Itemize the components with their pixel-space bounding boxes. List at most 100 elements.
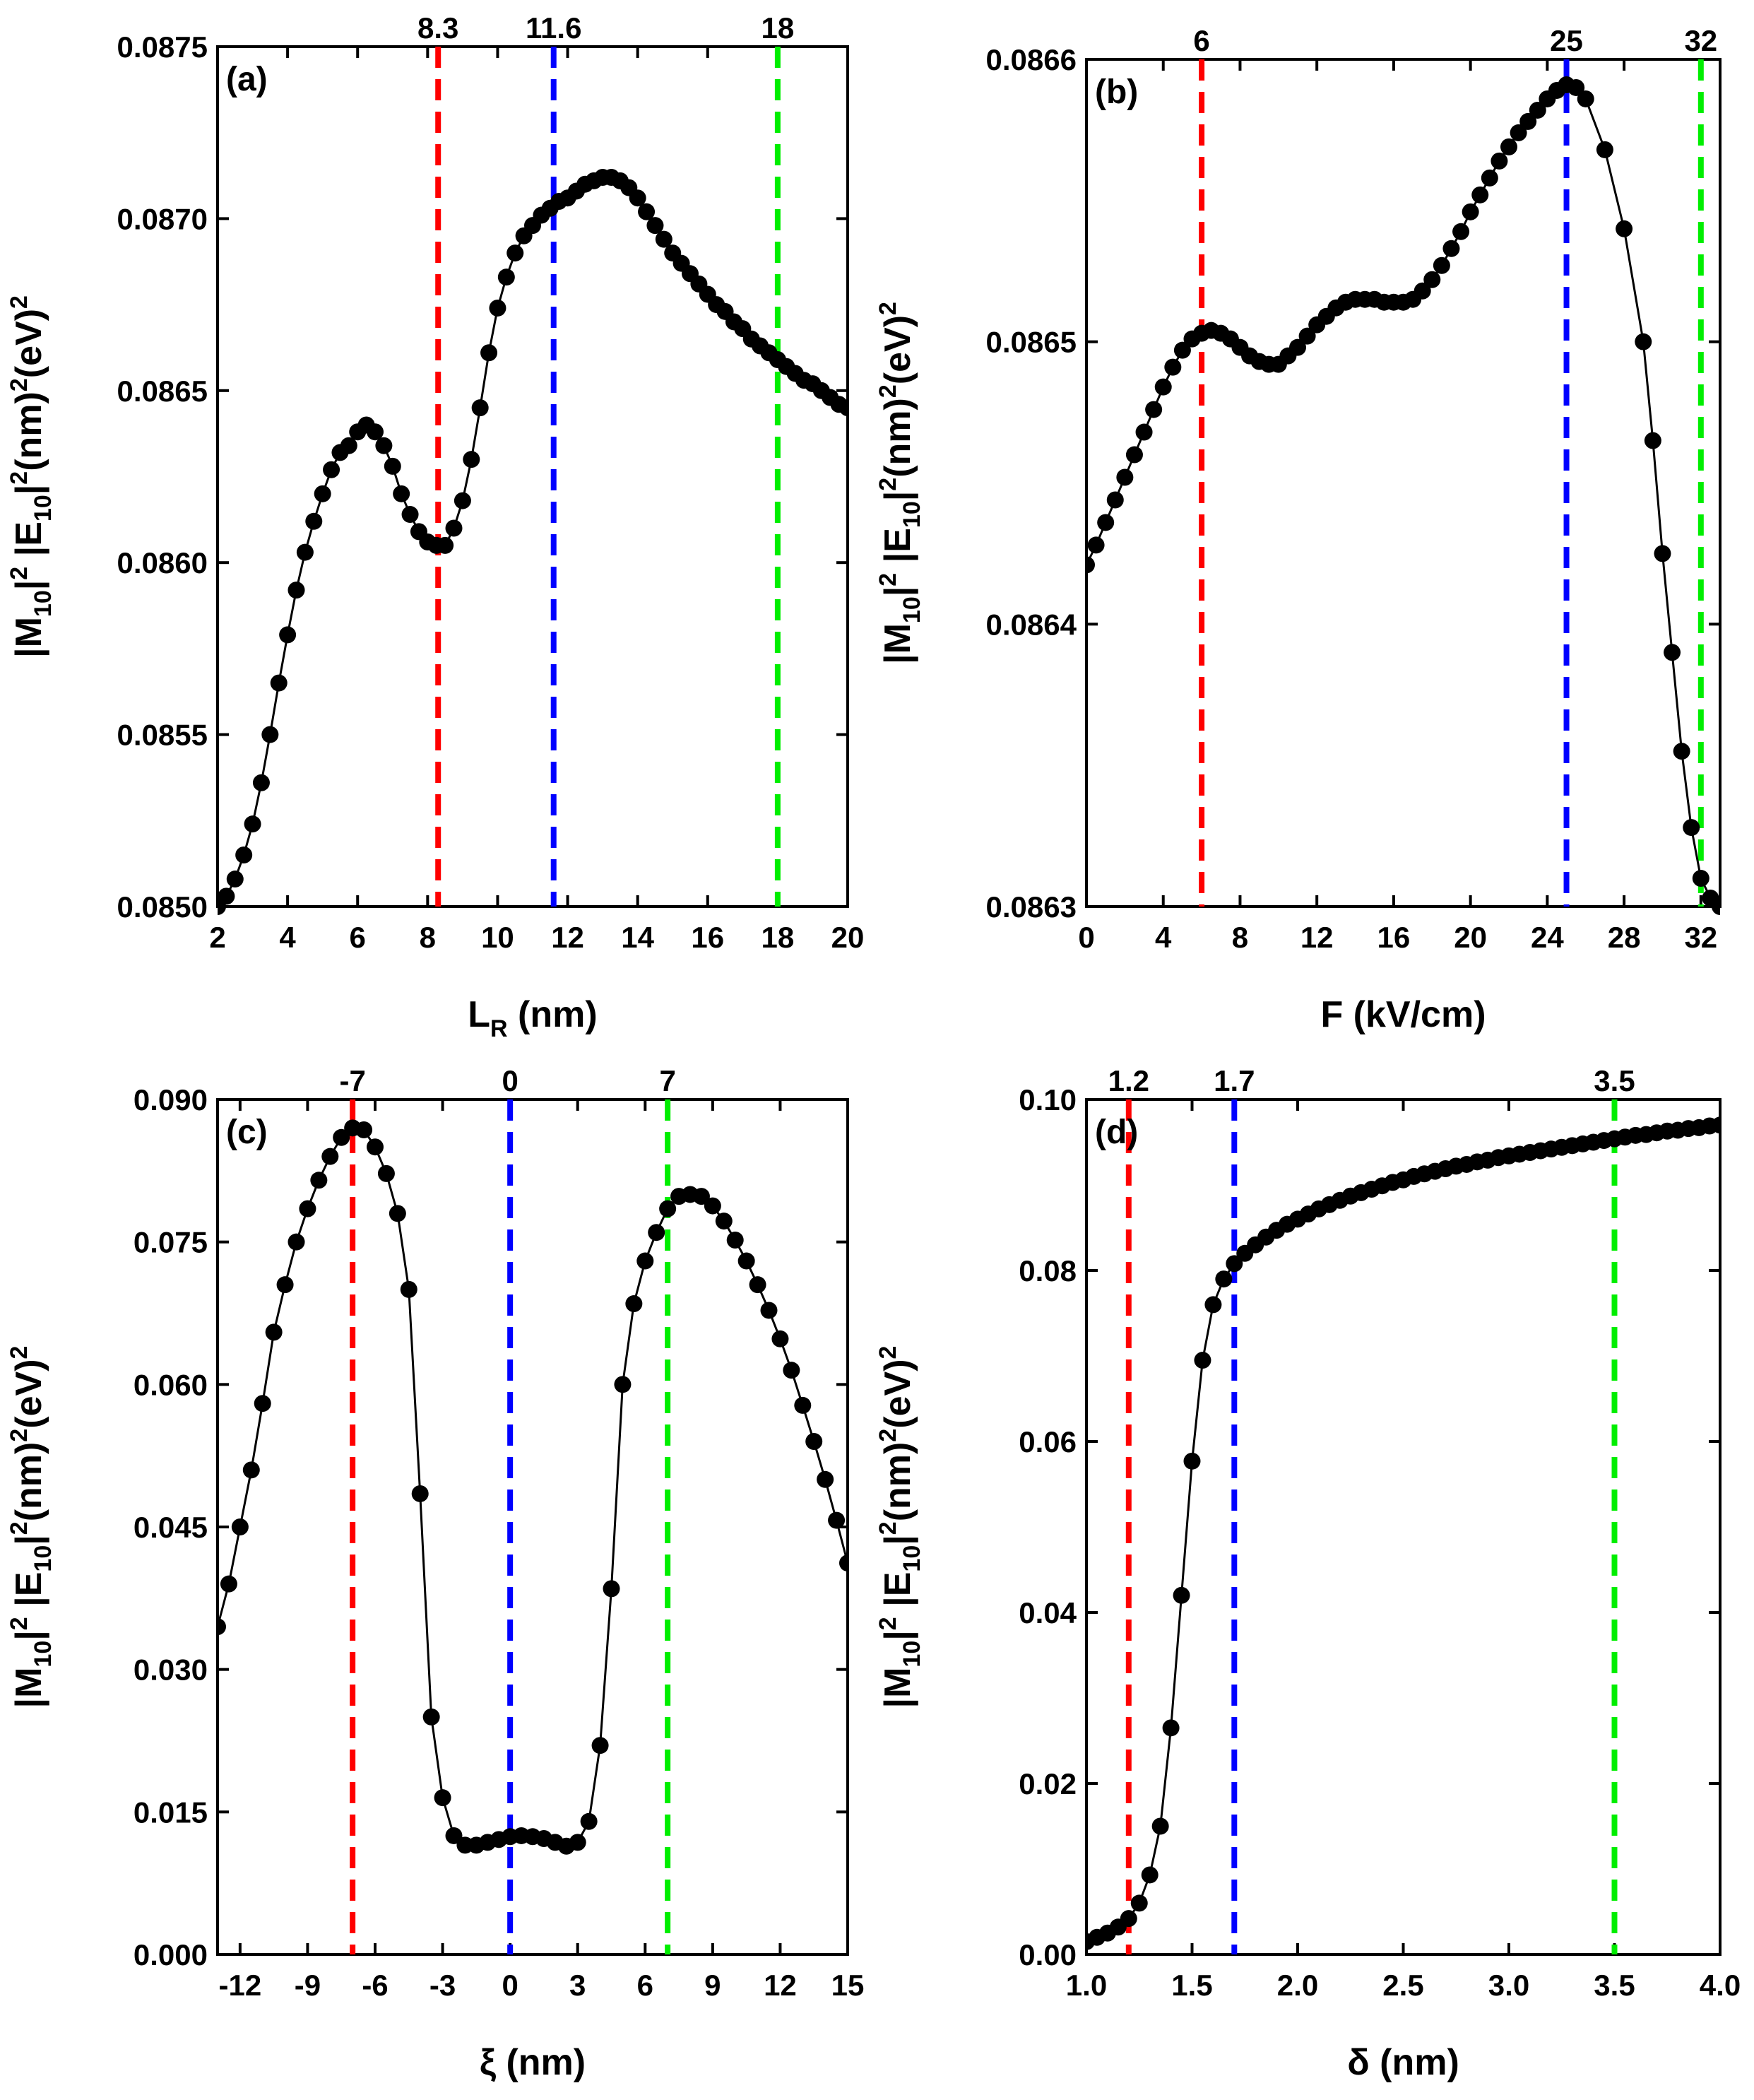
panel-c-data-point bbox=[839, 1555, 848, 1572]
panel-c-data-point bbox=[389, 1205, 406, 1222]
panel-c-ytick-label: 0.030 bbox=[134, 1653, 208, 1687]
panel-a-data-point bbox=[463, 451, 480, 468]
panel-d-data-point bbox=[1712, 1116, 1720, 1134]
panel-b-data-point bbox=[1577, 90, 1594, 107]
panel-b-data-point bbox=[1106, 491, 1124, 509]
panel-c-data-point bbox=[591, 1737, 609, 1754]
panel-c-xtick-label: -3 bbox=[429, 1969, 456, 2002]
panel-c-data-point bbox=[760, 1302, 778, 1319]
panel-c-data-point bbox=[220, 1575, 237, 1593]
panel-d-ytick-label: 0.10 bbox=[1019, 1083, 1077, 1116]
panel-a-ylabel-part: 2 bbox=[6, 295, 32, 309]
panel-b-data-point bbox=[1164, 358, 1182, 376]
panel-d-tag: (d) bbox=[1095, 1114, 1138, 1151]
panel-c-ylabel-part: 10 bbox=[30, 1545, 57, 1572]
panel-c-ytick-label: 0.075 bbox=[134, 1226, 208, 1259]
panel-c-data-point bbox=[749, 1276, 766, 1294]
panel-c-data-point bbox=[411, 1485, 429, 1502]
panel-c-tag: (c) bbox=[226, 1114, 268, 1151]
panel-b-ytick-label: 0.0865 bbox=[986, 326, 1077, 359]
panel-b-ylabel-part: | bbox=[877, 491, 918, 502]
panel-b-data-point bbox=[1462, 203, 1479, 220]
panel-b-data-point bbox=[1452, 223, 1470, 240]
panel-c-data-point bbox=[715, 1213, 733, 1230]
panel-d-ylabel-part: 10 bbox=[899, 1641, 925, 1668]
panel-c-frame bbox=[216, 1098, 849, 1956]
panel-c-data-point bbox=[737, 1252, 755, 1270]
panel-b-ytick-label: 0.0863 bbox=[986, 890, 1077, 924]
panel-c-data-point bbox=[254, 1395, 271, 1412]
panel-c-data-point bbox=[603, 1580, 620, 1598]
panel-c-ylabel: |M10|2 |E10|2(nm)2(eV)2 bbox=[6, 1346, 57, 1709]
panel-b-ylabel-part: | bbox=[877, 586, 918, 597]
panel-a-ylabel-part: 10 bbox=[30, 590, 57, 617]
panel-d-marker-label: 3.5 bbox=[1594, 1064, 1635, 1097]
panel-b-ylabel-part: 10 bbox=[899, 501, 925, 528]
panel-a-data-point bbox=[226, 871, 244, 888]
panel-a-xtick-label: 10 bbox=[481, 921, 514, 954]
panel-d-ylabel-part: |M bbox=[877, 1668, 918, 1709]
panel-a-data-point bbox=[270, 674, 288, 692]
panel-a-data-point bbox=[506, 244, 524, 262]
panel-a-data-point bbox=[393, 485, 410, 502]
panel-c-ylabel-part: 2 bbox=[6, 1617, 32, 1630]
panel-b-data-point bbox=[1298, 327, 1316, 345]
panel-a-data-point bbox=[638, 203, 656, 220]
panel-a-ylabel-part: | bbox=[8, 580, 49, 591]
panel-d-ylabel-part: 10 bbox=[899, 1545, 925, 1572]
panel-c-xtick-label: -12 bbox=[219, 1969, 262, 2002]
panel-b-data-point bbox=[1596, 141, 1613, 158]
panel-b-frame bbox=[1085, 58, 1722, 908]
panel-b-data-point bbox=[1568, 78, 1585, 96]
panel-a-xtick-label: 20 bbox=[831, 921, 865, 954]
panel-b-data-point bbox=[1086, 556, 1095, 574]
panel-c-data-point bbox=[422, 1708, 440, 1726]
panel-b-xtick-label: 32 bbox=[1684, 921, 1717, 954]
panel-b-data-point bbox=[1664, 644, 1681, 661]
panel-d-ylabel-part: | bbox=[877, 1630, 918, 1641]
panel-a-xtick-label: 8 bbox=[420, 921, 436, 954]
panel-a-ytick-label: 0.0860 bbox=[117, 546, 208, 579]
panel-c-ytick-label: 0.090 bbox=[134, 1083, 208, 1116]
panel-c-ylabel-part: 10 bbox=[30, 1641, 57, 1668]
panel-d-data-point bbox=[1173, 1586, 1190, 1604]
panel-a-xlabel-sub: R bbox=[490, 1015, 508, 1042]
panel-b-data-point bbox=[1097, 514, 1115, 531]
panel-c-ytick-label: 0.045 bbox=[134, 1511, 208, 1544]
panel-a-data-point bbox=[480, 344, 498, 362]
panel-c-data-point bbox=[288, 1233, 305, 1251]
panel-c-ytick-label: 0.000 bbox=[134, 1938, 208, 1971]
panel-d: 1.0 1.5 2.0 2.5 3.0 3.5 4.0 0.00 0.02 0.04 0.06 0.0… bbox=[875, 1064, 1741, 2083]
panel-a-xlabel-unit: (nm) bbox=[508, 994, 598, 1035]
panel-c-data-point bbox=[614, 1376, 632, 1393]
panel-d-marker-label: 1.7 bbox=[1214, 1064, 1255, 1097]
panel-a-xtick-label: 14 bbox=[621, 921, 654, 954]
panel-c-data-point bbox=[265, 1323, 283, 1341]
panel-c-data-point bbox=[659, 1200, 677, 1217]
panel-a-data-point bbox=[445, 519, 463, 537]
panel-b-data-point bbox=[1414, 282, 1431, 300]
panel-c-xtick-label: 0 bbox=[502, 1969, 518, 2002]
panel-b-data-point bbox=[1116, 468, 1134, 486]
panel-c-data-point bbox=[771, 1330, 789, 1347]
panel-c-ylabel-part: 2 bbox=[6, 1429, 32, 1442]
panel-a-xtick-label: 16 bbox=[691, 921, 724, 954]
panel-b-data-point bbox=[1135, 423, 1153, 441]
panel-b-data-point bbox=[1519, 112, 1537, 130]
panel-a-marker-label: 11.6 bbox=[526, 11, 581, 45]
panel-b-xtick-label: 12 bbox=[1300, 921, 1334, 954]
panel-b-data-point bbox=[1125, 446, 1143, 464]
panel-a-ylabel-part: 10 bbox=[30, 495, 57, 521]
panel-b-xtick-label: 28 bbox=[1608, 921, 1641, 954]
panel-d-ylabel-part: |E bbox=[877, 1572, 918, 1617]
panel-b-ytick-label: 0.0864 bbox=[986, 608, 1077, 641]
panel-d-data-point bbox=[1130, 1894, 1148, 1912]
panel-c-marker-label: 0 bbox=[502, 1064, 518, 1097]
panel-b-ylabel: |M10|2 |E10|2(nm)2(eV)2 bbox=[875, 302, 925, 664]
panel-a-marker-label: 8.3 bbox=[417, 11, 458, 45]
panel-b-data-point bbox=[1442, 240, 1460, 257]
panel-d-data-point bbox=[1151, 1817, 1169, 1835]
panel-d-xtick-label: 1.0 bbox=[1066, 1969, 1107, 2002]
panel-c-data-point bbox=[828, 1511, 846, 1529]
